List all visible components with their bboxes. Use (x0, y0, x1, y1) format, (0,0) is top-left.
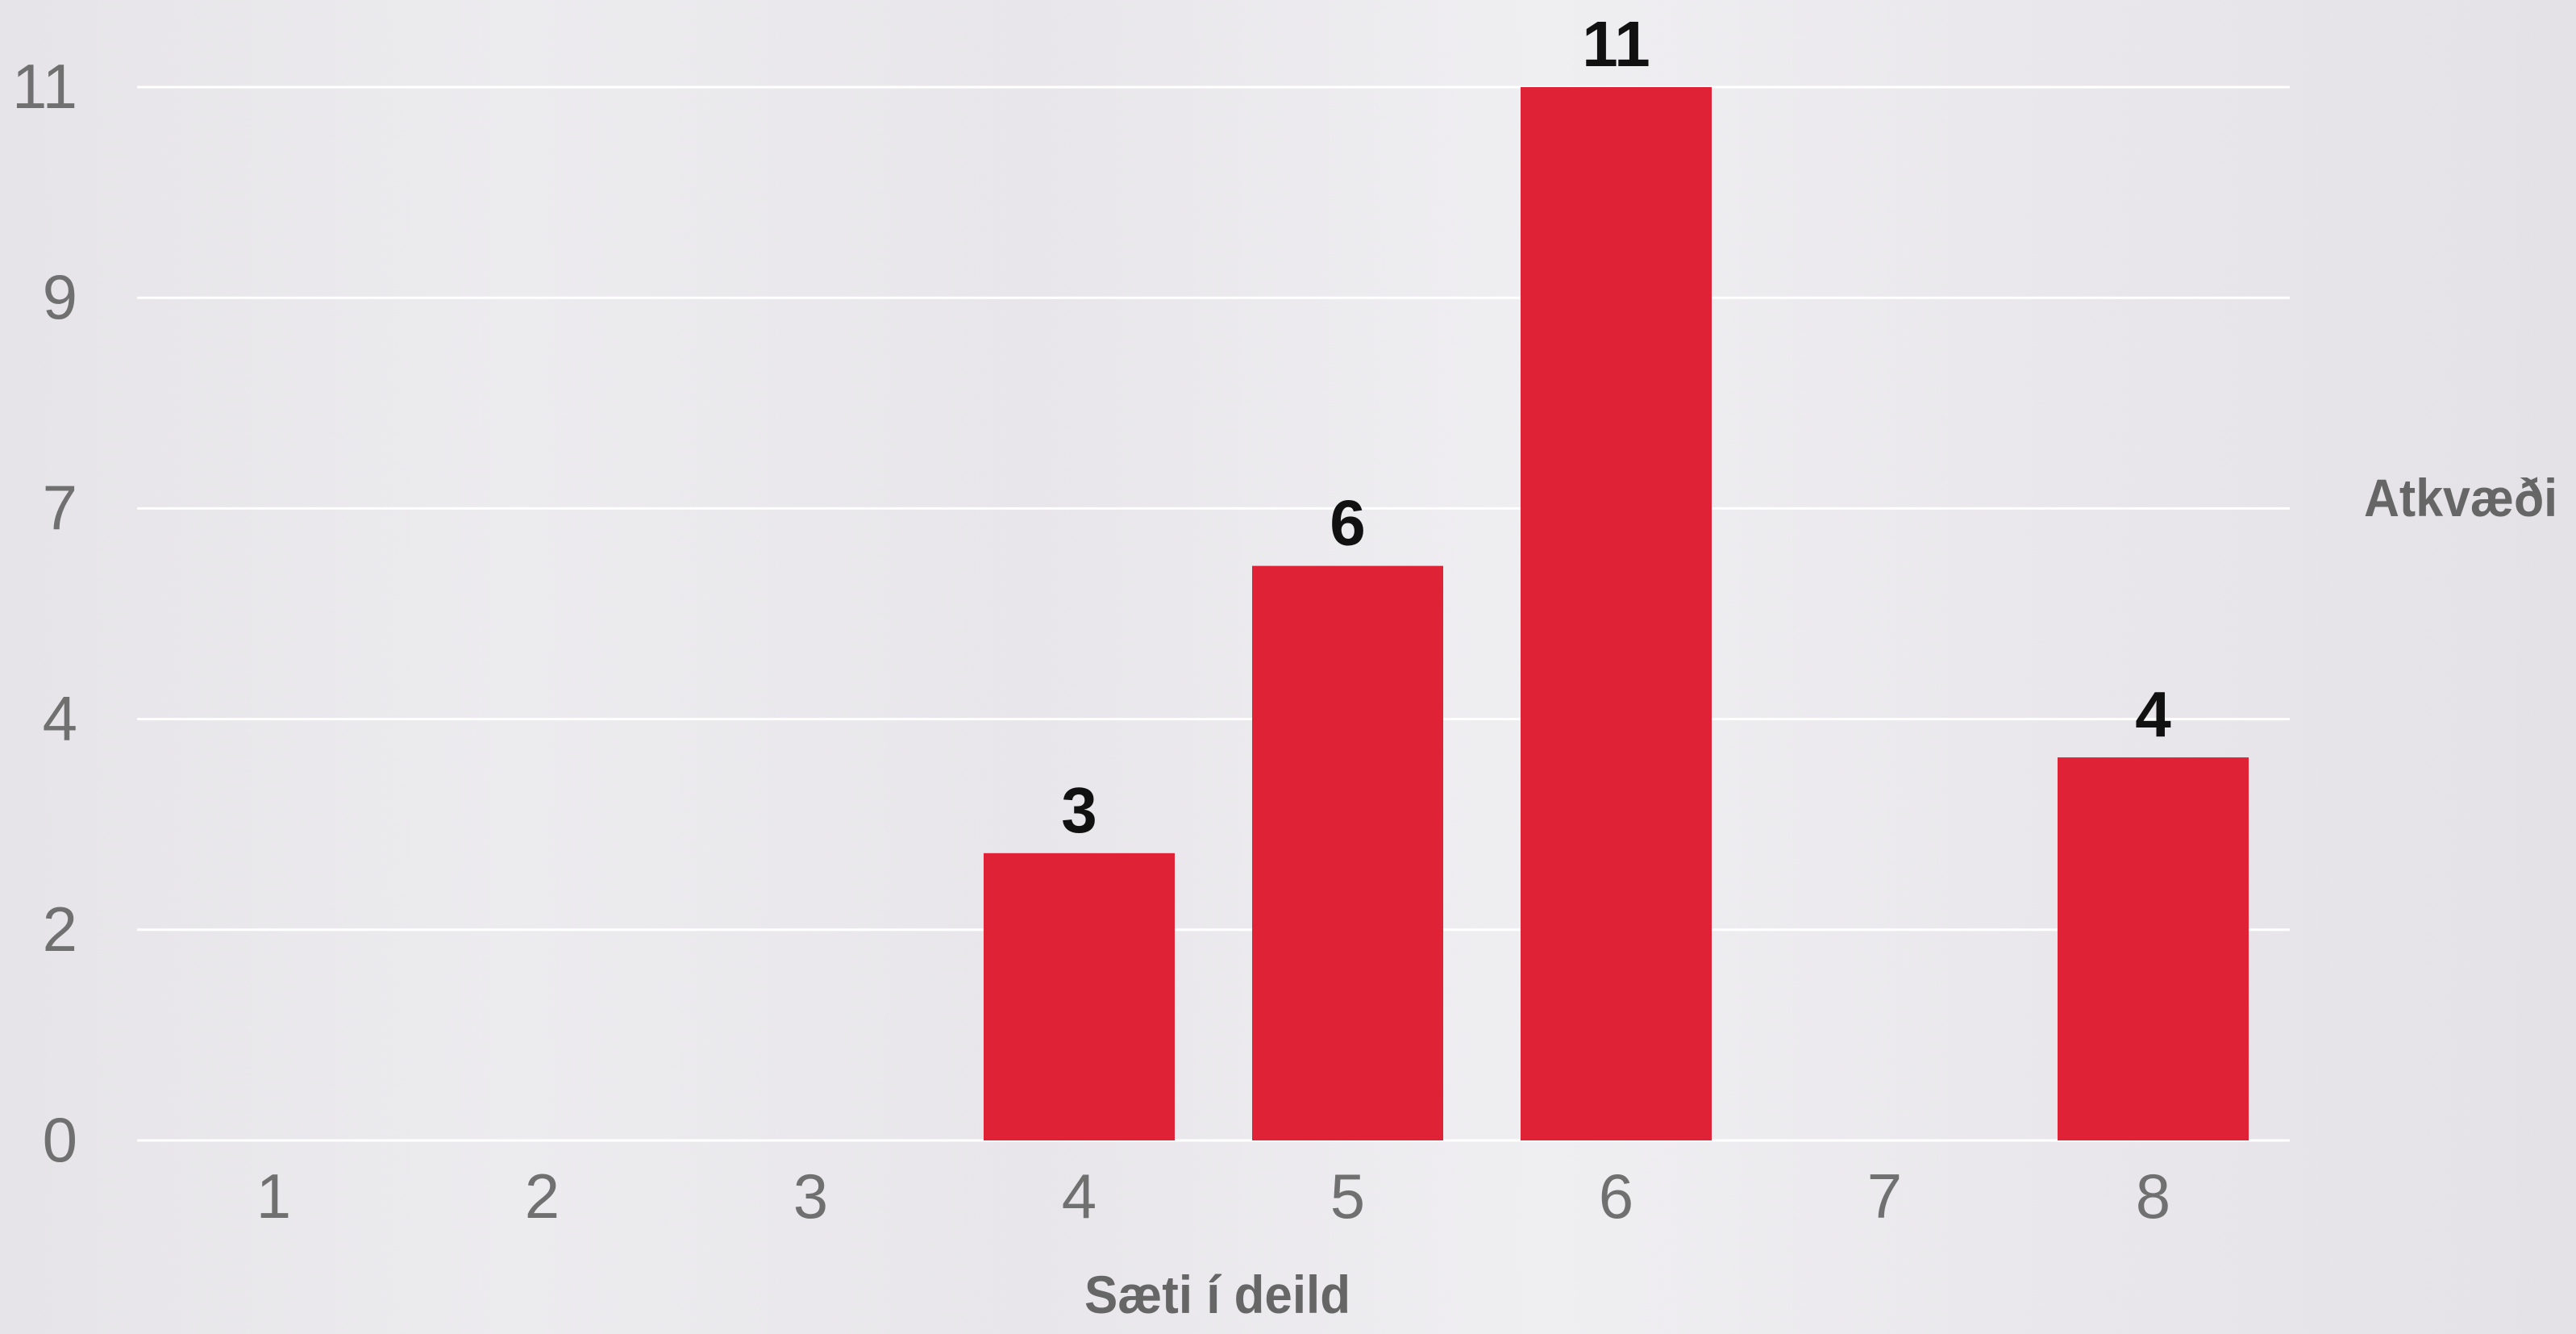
y-tick-label: 0 (43, 1104, 77, 1175)
gridlines (137, 85, 2290, 1142)
x-tick-label: 5 (1330, 1161, 1365, 1232)
data-label: 4 (2135, 678, 2171, 750)
x-axis-title: Sæti í deild (1084, 1265, 1350, 1324)
data-labels: 3 6 11 4 (1061, 8, 2171, 846)
x-tick-label: 4 (1062, 1161, 1097, 1232)
bar (2058, 757, 2249, 1140)
y-axis-title: Atkvæði (2364, 468, 2557, 527)
x-tick-label: 8 (2136, 1161, 2170, 1232)
x-tick-label: 1 (256, 1161, 291, 1232)
data-label: 11 (1582, 8, 1650, 80)
y-tick-label: 11 (12, 51, 77, 122)
y-tick-label: 7 (43, 472, 77, 543)
y-tick-label: 2 (43, 894, 77, 965)
data-label: 6 (1330, 487, 1366, 559)
bar (1521, 87, 1712, 1140)
x-tick-label: 6 (1599, 1161, 1633, 1232)
x-axis-ticks: 1 2 3 4 5 6 7 8 (256, 1161, 2170, 1232)
y-tick-label: 9 (43, 261, 77, 332)
bars (984, 87, 2249, 1140)
bar (984, 853, 1175, 1140)
bar (1252, 565, 1443, 1140)
x-tick-label: 2 (525, 1161, 560, 1232)
y-tick-label: 4 (43, 683, 77, 754)
x-tick-label: 3 (793, 1161, 828, 1232)
y-axis-ticks: 0 2 4 7 9 11 (12, 51, 77, 1175)
data-label: 3 (1061, 774, 1097, 846)
x-tick-label: 7 (1867, 1161, 1902, 1232)
